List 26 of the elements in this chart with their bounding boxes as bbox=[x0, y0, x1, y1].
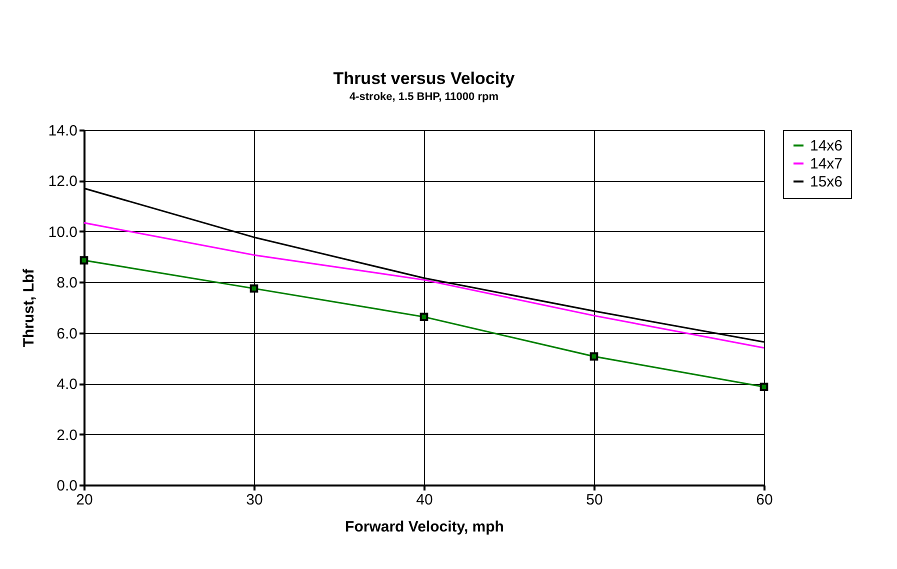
legend-label: 15x6 bbox=[810, 174, 843, 190]
x-tick-label: 40 bbox=[416, 492, 433, 508]
chart-title: Thrust versus Velocity bbox=[333, 69, 516, 88]
point bbox=[420, 312, 428, 322]
chart-subtitle: 4-stroke, 1.5 BHP, 11000 rpm bbox=[350, 91, 499, 103]
y-tick-label: 12.0 bbox=[48, 173, 78, 190]
y-axis-title: Thrust, Lbf bbox=[20, 268, 38, 348]
line-series bbox=[83, 222, 765, 349]
point bbox=[80, 256, 88, 264]
y-tick-label: 6.0 bbox=[56, 325, 78, 342]
x-tick-label: 60 bbox=[756, 492, 773, 508]
x-axis-title: Forward Velocity, mph bbox=[345, 518, 504, 536]
point bbox=[760, 382, 768, 392]
legend-label: 14x7 bbox=[810, 156, 843, 172]
x-tick-label: 30 bbox=[246, 492, 263, 508]
y-tick-label: 2.0 bbox=[56, 426, 78, 444]
y-tick-label: 0.0 bbox=[56, 478, 78, 494]
point bbox=[590, 352, 598, 361]
point bbox=[250, 284, 258, 293]
x-tick-label: 50 bbox=[586, 492, 603, 508]
y-tick-label: 14.0 bbox=[48, 122, 78, 140]
y-tick-label: 4.0 bbox=[56, 376, 78, 394]
y-tick-label: 8.0 bbox=[56, 274, 78, 292]
x-tick-label: 20 bbox=[76, 492, 93, 508]
legend-label: 14x6 bbox=[810, 138, 843, 154]
y-tick-label: 10.0 bbox=[48, 224, 78, 241]
